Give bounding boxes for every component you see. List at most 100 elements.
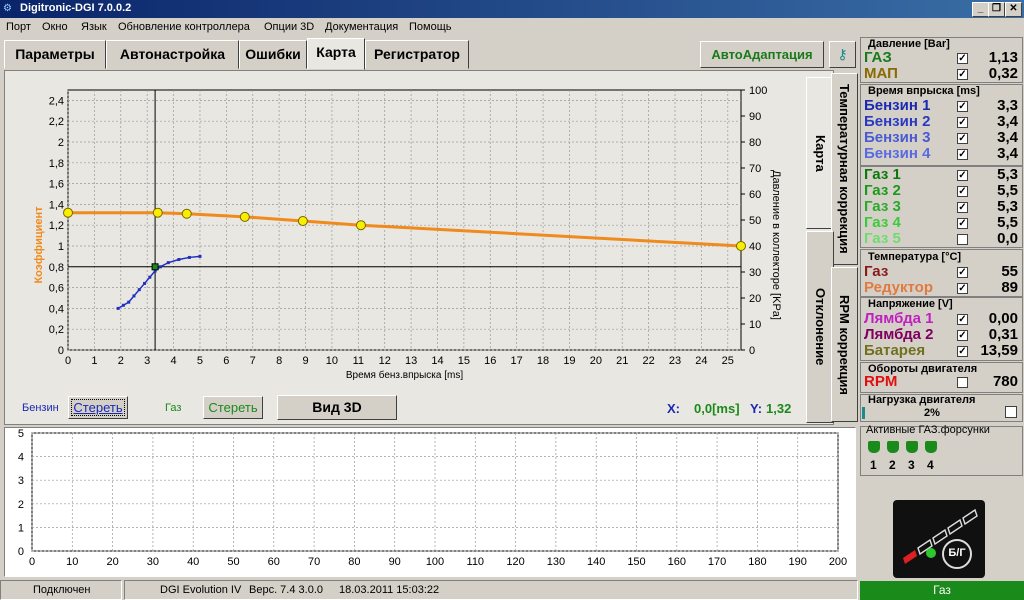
menu-item-update[interactable]: Обновление контроллера <box>118 21 250 33</box>
tab-parameters[interactable]: Параметры <box>4 40 106 69</box>
rpm-checkbox[interactable] <box>957 377 968 388</box>
rec-x-tick-label: 20 <box>106 556 118 568</box>
menu-item-docs[interactable]: Документация <box>325 21 399 33</box>
rec-x-tick-label: 150 <box>627 556 645 568</box>
restore-button[interactable]: ❐ <box>988 2 1005 17</box>
pressure-title: Давление [Bar] <box>868 38 950 50</box>
x-tick-label: 25 <box>722 355 734 367</box>
rec-y-tick-label: 3 <box>18 475 24 487</box>
menu-item-help[interactable]: Помощь <box>409 21 452 33</box>
gas-inj-3-checkbox[interactable]: ✓ <box>957 202 968 213</box>
rec-x-tick-label: 190 <box>789 556 807 568</box>
pressure-1-checkbox[interactable]: ✓ <box>957 69 968 80</box>
voltage-0-checkbox[interactable]: ✓ <box>957 314 968 325</box>
rec-x-tick-label: 30 <box>147 556 159 568</box>
voltage-1-checkbox[interactable]: ✓ <box>957 330 968 341</box>
petrol-inj-2-value: 3,4 <box>997 113 1018 130</box>
correction-map-chart[interactable]: 0 1 2 3 4 5 6 7 8 9 10 11 12 13 14 15 16 17 18 19 20 21 22 23 24… <box>4 70 834 425</box>
fuel-switch[interactable]: Б/Г <box>893 500 985 578</box>
y-tick-label: 1,2 <box>49 220 64 232</box>
gas-coefficient-point[interactable] <box>297 216 308 227</box>
cursor-marker <box>151 263 159 271</box>
gas-coefficient-point[interactable] <box>355 220 366 231</box>
x-tick-label: 7 <box>250 355 256 367</box>
close-button[interactable]: ✕ <box>1005 2 1022 17</box>
tab-deviation[interactable]: Отклонение <box>806 231 834 423</box>
petrol-sample-point <box>143 281 147 285</box>
rec-x-tick-label: 40 <box>187 556 199 568</box>
voltage-1-value: 0,31 <box>988 326 1018 343</box>
petrol-inj-3-checkbox[interactable]: ✓ <box>957 133 968 144</box>
gas-coefficient-point[interactable] <box>736 241 746 251</box>
injector-1-label: 1 <box>870 458 877 472</box>
y2-tick-label: 80 <box>749 137 761 149</box>
petrol-inj-4-checkbox[interactable]: ✓ <box>957 149 968 160</box>
menu-item-language[interactable]: Язык <box>81 21 107 33</box>
rec-x-tick-label: 110 <box>467 556 485 568</box>
load-checkbox[interactable] <box>1005 406 1017 418</box>
gas-inj-5-checkbox[interactable] <box>957 234 968 245</box>
tab-recorder[interactable]: Регистратор <box>365 40 469 69</box>
y-tick-label: 1,6 <box>49 179 64 191</box>
tab-karta[interactable]: Карта <box>806 77 834 229</box>
pressure-0-checkbox[interactable]: ✓ <box>957 53 968 64</box>
gas-inj-4-checkbox[interactable]: ✓ <box>957 218 968 229</box>
menu-item-window[interactable]: Окно <box>42 21 68 33</box>
temp-0-checkbox[interactable]: ✓ <box>957 267 968 278</box>
x-tick-label: 11 <box>353 355 364 367</box>
petrol-sample-point <box>198 254 202 258</box>
x-tick-label: 17 <box>511 355 523 367</box>
auto-adapt-button[interactable]: АвтоАдаптация <box>700 41 824 68</box>
tab-temp-correction[interactable]: Температурная коррекция <box>831 73 858 265</box>
menu-item-options3d[interactable]: Опции 3D <box>264 21 315 33</box>
recorder-chart[interactable]: 0 10 20 30 40 50 60 70 80 90 100 110 120 130 140 150 160… <box>4 427 856 577</box>
petrol-inj-1-checkbox[interactable]: ✓ <box>957 101 968 112</box>
x-readout-value: 0,0[ms] <box>694 401 740 416</box>
y-tick-label: 0,2 <box>49 324 64 336</box>
tab-autotune[interactable]: Автонастройка <box>106 40 239 69</box>
gas-inj-2-checkbox[interactable]: ✓ <box>957 186 968 197</box>
y2-tick-label: 20 <box>749 293 761 305</box>
y-tick-label: 0,4 <box>49 303 64 315</box>
tab-errors[interactable]: Ошибки <box>239 40 307 69</box>
load-value: 2% <box>924 407 940 419</box>
x-tick-label: 14 <box>431 355 443 367</box>
key-icon[interactable]: ⚷ <box>829 41 856 68</box>
gas-inj-1-label: Газ 1 <box>864 166 901 183</box>
y-tick-label: 0 <box>58 345 64 357</box>
pressure-group <box>860 37 1023 83</box>
temp-1-checkbox[interactable]: ✓ <box>957 283 968 294</box>
voltage-group <box>860 297 1023 361</box>
status-connection: Подключен <box>0 580 122 600</box>
status-version: Верс. 7.4 3.0.0 <box>249 584 323 596</box>
gas-coefficient-point[interactable] <box>239 211 250 222</box>
petrol-sample-point <box>137 288 141 292</box>
menu-item-port[interactable]: Порт <box>6 21 31 33</box>
tab-map[interactable]: Карта <box>307 38 365 70</box>
gas-clear-button[interactable]: Стереть <box>203 396 263 419</box>
status-datetime: 18.03.2011 15:03:22 <box>339 584 440 596</box>
gas-coefficient-point[interactable] <box>63 207 73 218</box>
rec-y-tick-label: 1 <box>18 522 24 534</box>
petrol-inj-2-checkbox[interactable]: ✓ <box>957 117 968 128</box>
gas-inj-1-checkbox[interactable]: ✓ <box>957 170 968 181</box>
tab-rpm-correction[interactable]: RPM коррекция <box>831 267 858 422</box>
y-tick-label: 2,4 <box>49 95 64 107</box>
y-tick-label: 0,6 <box>49 283 64 295</box>
x-tick-label: 21 <box>616 355 628 367</box>
gas-inj-5-label: Газ 5 <box>864 230 901 247</box>
gas-coefficient-point[interactable] <box>152 207 163 218</box>
benzin-clear-button[interactable]: Стереть <box>68 396 128 419</box>
x-tick-label: 10 <box>326 355 338 367</box>
y-tick-label: 2 <box>58 137 64 149</box>
rec-y-tick-label: 4 <box>18 452 24 464</box>
gas-inj-4-value: 5,5 <box>997 214 1018 231</box>
view-3d-button[interactable]: Вид 3D <box>277 395 397 420</box>
rec-x-tick-label: 10 <box>66 556 78 568</box>
gas-coefficient-point[interactable] <box>181 208 192 219</box>
x-tick-label: 5 <box>197 355 203 367</box>
voltage-2-checkbox[interactable]: ✓ <box>957 346 968 357</box>
gas-inj-4-label: Газ 4 <box>864 214 901 231</box>
status-info: DGI Evolution IV Верс. 7.4 3.0.0 18.03.2… <box>124 580 858 600</box>
minimize-button[interactable]: _ <box>972 2 989 17</box>
